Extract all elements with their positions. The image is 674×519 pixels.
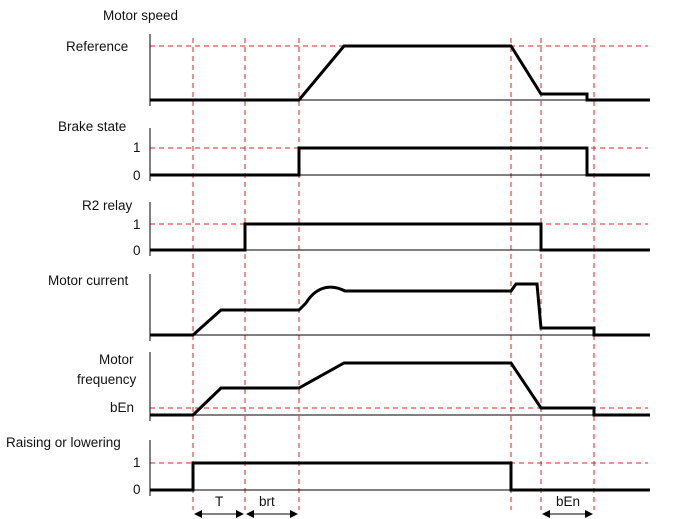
motor-current-trace	[150, 282, 650, 337]
motor-frequency-title-line2: frequency	[77, 372, 137, 387]
r2-relay-high-label: 1	[133, 217, 141, 232]
raising-lowering-title: Raising or lowering	[6, 435, 121, 450]
raising-lowering-trace	[150, 461, 650, 492]
r2-relay-trace	[150, 222, 650, 252]
brt-arrowhead-right	[290, 510, 298, 518]
r2-relay-title: R2 relay	[82, 198, 133, 213]
motor-frequency-title-line1: Motor	[99, 352, 134, 367]
ben-threshold-label: bEn	[110, 400, 134, 415]
raising-lowering-high-label: 1	[133, 455, 141, 470]
t-arrowhead-right	[236, 510, 244, 518]
raising-lowering-panel: Raising or lowering 1 0	[6, 435, 650, 497]
brt-interval-label: brt	[259, 494, 275, 509]
motor-speed-title: Motor speed	[103, 8, 178, 23]
motor-speed-panel: Motor speed Reference	[66, 8, 650, 106]
interval-annotations: T brt bEn	[194, 494, 593, 518]
brake-state-high-label: 1	[133, 140, 141, 155]
brt-arrowhead-left	[246, 510, 254, 518]
r2-relay-panel: R2 relay 1 0	[82, 198, 650, 258]
motor-current-panel: Motor current	[48, 273, 650, 341]
t-arrowhead-left	[194, 510, 202, 518]
time-markers	[192, 38, 595, 510]
motor-frequency-panel: Motor frequency bEn	[77, 352, 650, 421]
raising-lowering-low-label: 0	[133, 482, 141, 497]
t-interval-label: T	[215, 494, 223, 509]
motor-frequency-trace	[150, 361, 650, 417]
brake-state-title: Brake state	[58, 119, 126, 134]
motor-current-title: Motor current	[48, 273, 129, 288]
ben-arrowhead-left	[542, 510, 550, 518]
r2-relay-low-label: 0	[133, 243, 141, 258]
brake-state-low-label: 0	[133, 168, 141, 183]
motor-speed-trace	[150, 44, 650, 102]
brake-state-trace	[150, 146, 650, 177]
brake-state-panel: Brake state 1 0	[58, 119, 650, 183]
ben-arrowhead-right	[585, 510, 593, 518]
ben-interval-label: bEn	[556, 494, 580, 509]
reference-label: Reference	[66, 39, 128, 54]
